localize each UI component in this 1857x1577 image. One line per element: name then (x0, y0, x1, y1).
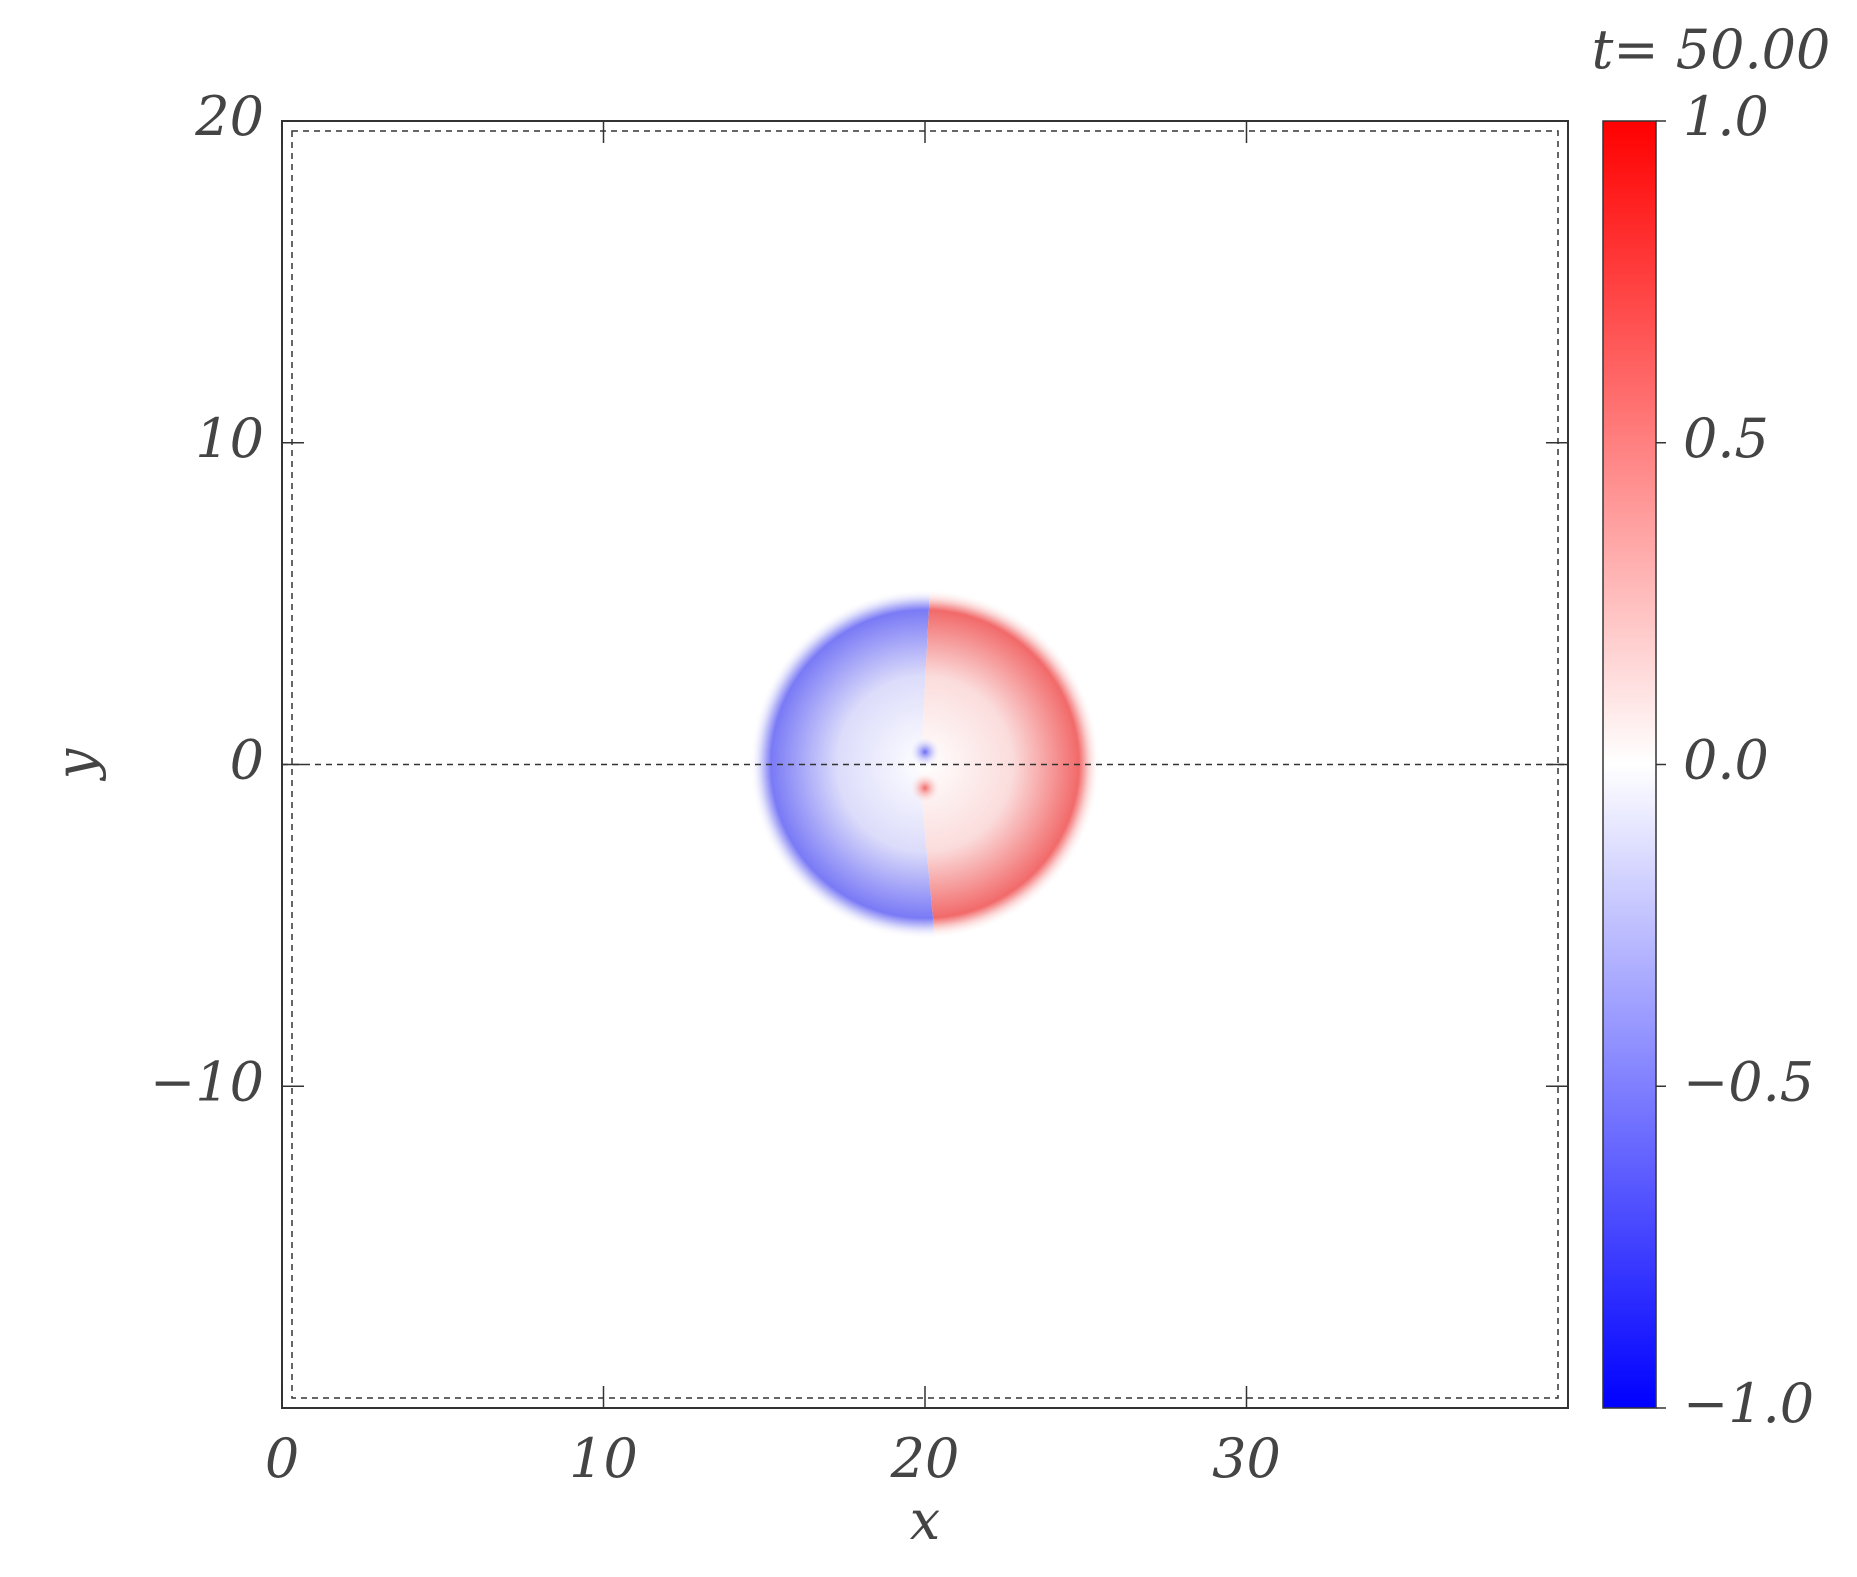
y-tick-label: −10 (150, 1050, 264, 1113)
colorbar-tick-label: −0.5 (1683, 1050, 1814, 1113)
colorbar-tick-label: 1.0 (1683, 85, 1769, 148)
y-tick-label: 20 (194, 85, 264, 148)
x-tick-label: 10 (569, 1427, 638, 1490)
negative-lobe (750, 589, 935, 939)
core-negative (909, 736, 941, 768)
x-tick-label: 20 (890, 1427, 960, 1490)
colorbar-tick-label: 0.5 (1683, 407, 1769, 470)
chart-title: t= 50.00 (1592, 18, 1831, 81)
x-tick-label: 30 (1212, 1427, 1281, 1490)
core-positive (909, 772, 941, 804)
colorbar (1602, 120, 1657, 1409)
y-axis-label: y (44, 747, 107, 781)
colorbar-tick-label: 0.0 (1683, 729, 1769, 792)
x-axis-label: x (910, 1489, 940, 1552)
y-tick-label: 10 (195, 407, 264, 470)
colorbar-tick-label: −1.0 (1683, 1372, 1814, 1435)
x-tick-label: 0 (265, 1427, 299, 1490)
y-tick-label: 0 (230, 729, 264, 792)
